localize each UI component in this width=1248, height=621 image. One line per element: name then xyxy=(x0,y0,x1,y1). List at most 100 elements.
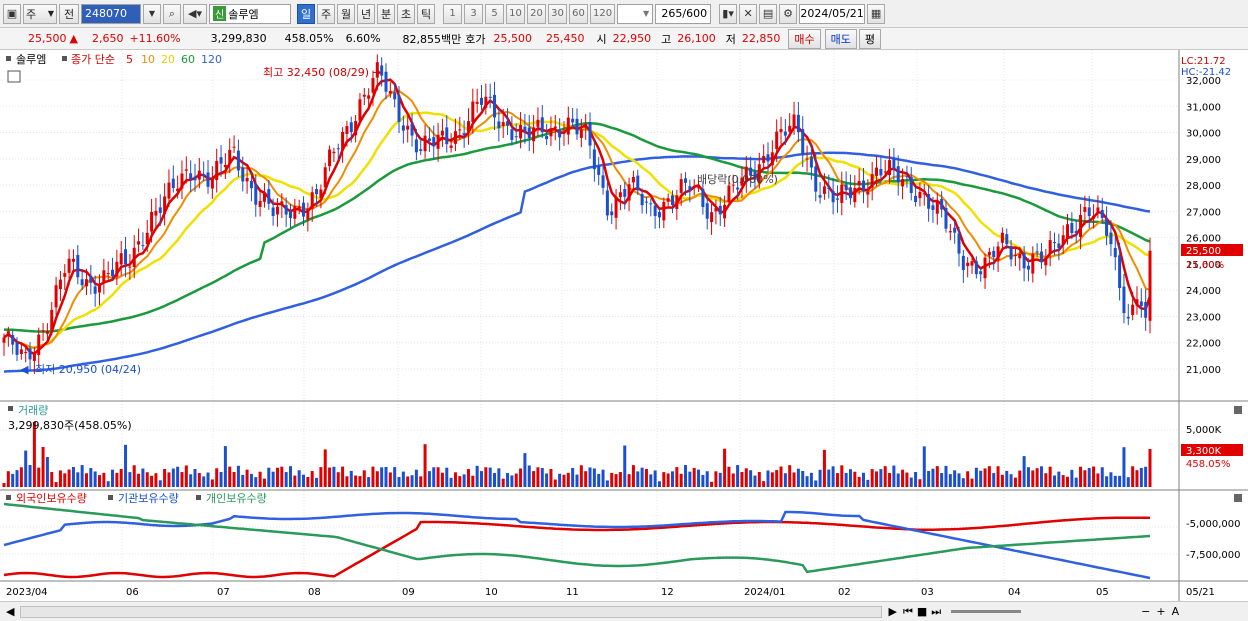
candle-body xyxy=(323,167,327,188)
close-volume-panel-icon[interactable] xyxy=(1234,406,1242,414)
period-month[interactable]: 월 xyxy=(337,3,355,24)
volume-bar xyxy=(753,475,757,487)
volume-bar xyxy=(458,476,462,487)
buy-button[interactable]: 매수 xyxy=(788,28,821,49)
zoom-slider[interactable] xyxy=(951,610,1022,613)
chart-scrollbar[interactable]: ◀ ▶ ⏮ ■ ⏭ − + A xyxy=(0,601,1248,621)
price-legend: 솔루엠 종가 단순 5 10 20 60 120 xyxy=(6,53,222,66)
candle-body xyxy=(671,195,674,206)
candle-body xyxy=(93,286,97,294)
sell-button[interactable]: 매도 xyxy=(824,28,857,49)
volume-bar xyxy=(636,471,640,487)
font-icon[interactable]: A xyxy=(1171,605,1180,618)
period-year[interactable]: 년 xyxy=(357,3,375,24)
period-day[interactable]: 일 xyxy=(297,3,315,24)
last-pct-label: 11.60% xyxy=(1186,260,1224,271)
interval-60[interactable]: 60 xyxy=(569,3,588,24)
code-dropdown-icon[interactable]: ▼ xyxy=(143,3,161,24)
go-first-icon[interactable]: ⏮ xyxy=(902,604,913,618)
candle-body xyxy=(857,181,861,186)
volume-bar xyxy=(714,471,718,487)
avg-button[interactable]: 평 xyxy=(858,28,882,49)
interval-1[interactable]: 1 xyxy=(443,3,462,24)
period-tick[interactable]: 틱 xyxy=(417,3,435,24)
volume-bar xyxy=(996,466,1000,487)
high-price: 26,100 xyxy=(677,32,716,45)
candle-body xyxy=(124,249,128,265)
prev-button[interactable]: 전 xyxy=(59,3,79,24)
volume-bar xyxy=(1079,466,1083,487)
interval-20[interactable]: 20 xyxy=(527,3,546,24)
search-icon[interactable]: ⌕ xyxy=(163,3,181,24)
candle-body xyxy=(215,160,219,180)
candle-body xyxy=(718,205,722,215)
foreign-holding-line xyxy=(3,516,1151,579)
candle-body xyxy=(1039,251,1043,263)
calendar-icon[interactable]: ▦ xyxy=(867,3,886,24)
interval-10[interactable]: 10 xyxy=(506,3,525,24)
price-tick-label: 27,000 xyxy=(1186,207,1221,218)
crosshair-icon[interactable]: ✕ xyxy=(739,3,758,24)
candle-body xyxy=(19,349,23,354)
candle-type-icon[interactable]: ▮▾ xyxy=(719,3,738,24)
change-percent: +11.60% xyxy=(129,32,181,45)
interval-120[interactable]: 120 xyxy=(590,3,616,24)
sound-icon[interactable]: ◀▾ xyxy=(183,3,207,24)
go-last-icon[interactable]: ⏭ xyxy=(931,604,942,618)
gear-icon[interactable]: ⚙ xyxy=(779,3,798,24)
volume-bar xyxy=(163,468,167,487)
close-holding-panel-icon[interactable] xyxy=(1234,494,1242,502)
volume-bar xyxy=(649,474,653,487)
table-toggle-icon[interactable] xyxy=(7,70,21,83)
count-input[interactable]: 265/600 xyxy=(655,3,712,24)
candle-body xyxy=(909,177,913,193)
date-tick-label: 04 xyxy=(1008,587,1021,598)
candle-body xyxy=(193,176,197,181)
volume-bar xyxy=(914,472,918,487)
interval-3[interactable]: 3 xyxy=(464,3,483,24)
volume-bar xyxy=(883,466,887,487)
volume-bar xyxy=(1057,471,1061,487)
date-input[interactable]: 2024/05/21 xyxy=(799,3,866,24)
period-second[interactable]: 초 xyxy=(397,3,415,24)
scroll-track[interactable] xyxy=(20,605,883,618)
zoom-out-icon[interactable]: − xyxy=(1141,605,1151,618)
candle-body xyxy=(710,212,714,223)
period-minute[interactable]: 분 xyxy=(377,3,395,24)
stock-chart[interactable]: 32,000 31,000 30,000 29,000 28,000 27,000 26,0… xyxy=(0,50,1248,601)
volume-bar xyxy=(215,468,219,487)
candle-body xyxy=(332,151,336,154)
volume-bar xyxy=(1087,468,1091,487)
volume-bar xyxy=(662,472,666,487)
candle-body xyxy=(32,353,36,361)
stock-name: 솔루엠 xyxy=(228,7,259,21)
candle-body xyxy=(445,127,449,145)
volume-bar xyxy=(375,471,379,487)
candle-body xyxy=(827,187,831,189)
volume-bar xyxy=(901,469,905,487)
dropdown-icon: ▼ xyxy=(47,9,54,18)
stop-icon[interactable]: ■ xyxy=(916,605,928,618)
volume-bar xyxy=(28,465,32,487)
volume-bar xyxy=(627,474,631,487)
interval-5[interactable]: 5 xyxy=(485,3,504,24)
volume-bar xyxy=(2,483,6,487)
candle-body xyxy=(562,132,566,134)
volume-bar xyxy=(262,478,266,487)
window-icon[interactable]: ▣ xyxy=(3,3,21,24)
volume-bar xyxy=(523,453,527,487)
save-icon[interactable]: ▤ xyxy=(759,3,778,24)
scroll-left-icon[interactable]: ◀ xyxy=(6,605,15,618)
candle-body xyxy=(50,309,54,331)
zoom-in-icon[interactable]: + xyxy=(1156,605,1166,618)
candle-body xyxy=(970,261,974,266)
scroll-right-icon[interactable]: ▶ xyxy=(888,605,897,618)
market-select[interactable]: 주 ▼ xyxy=(23,3,57,24)
period-week[interactable]: 주 xyxy=(317,3,335,24)
interval-custom-input[interactable]: ▼ xyxy=(617,3,654,24)
candle-body xyxy=(727,185,731,202)
interval-30[interactable]: 30 xyxy=(548,3,567,24)
legend-ma10: 10 xyxy=(141,53,155,66)
stock-code-input[interactable]: 248070 xyxy=(81,3,141,24)
stock-name-box[interactable]: 신 솔루엠 xyxy=(209,3,291,24)
